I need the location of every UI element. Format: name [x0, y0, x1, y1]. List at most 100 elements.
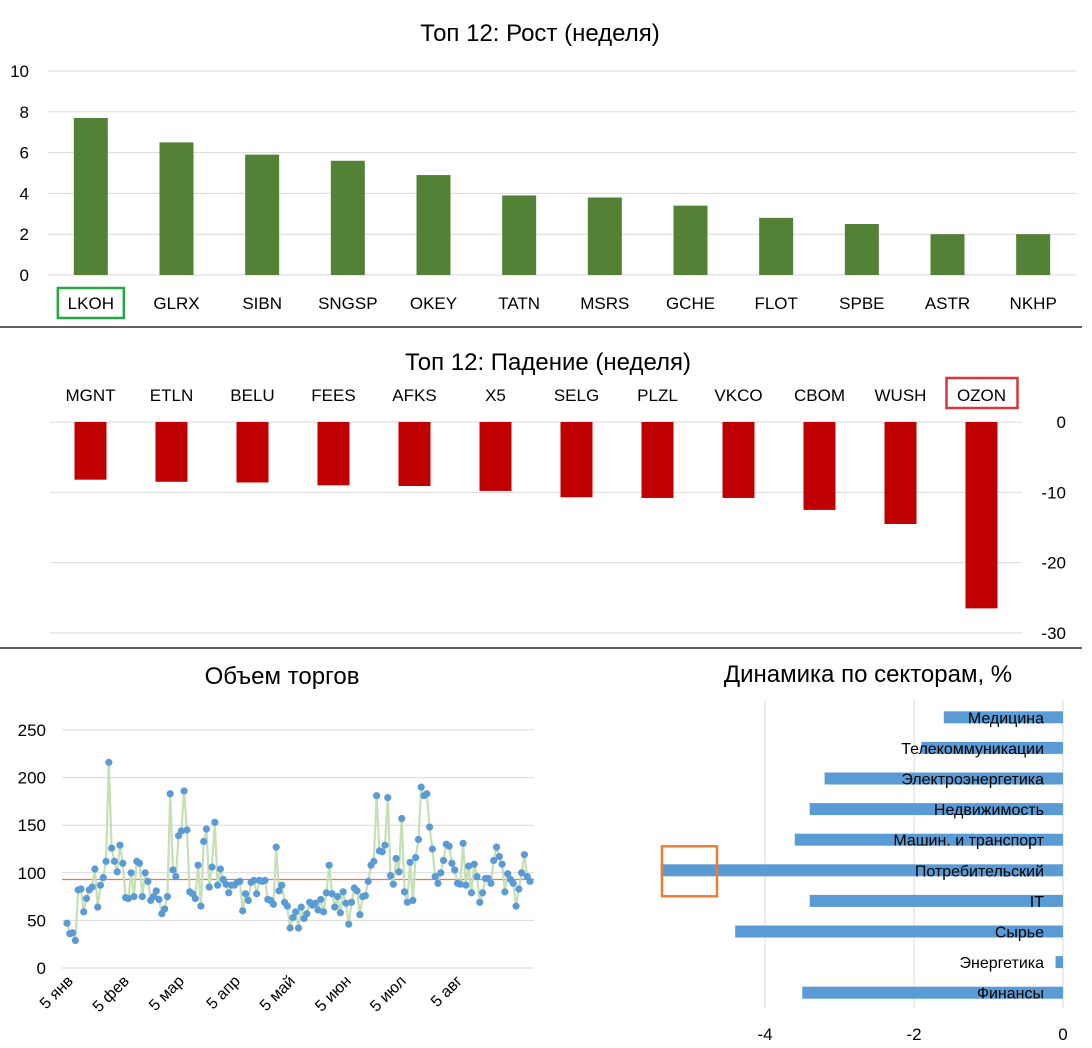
volume-point — [328, 890, 336, 898]
volume-point — [135, 859, 144, 867]
volume-y-tick-label: 250 — [18, 721, 46, 740]
volume-point — [283, 902, 291, 910]
volume-point — [130, 893, 138, 901]
volume-point — [370, 857, 378, 865]
growth-x-tick-label: ASTR — [925, 294, 970, 313]
volume-point — [451, 866, 459, 874]
volume-point — [325, 861, 333, 869]
volume-point — [526, 877, 534, 885]
volume-point — [414, 835, 423, 844]
volume-point — [459, 839, 467, 847]
fall-x-tick-label: ETLN — [150, 386, 193, 405]
volume-point — [462, 881, 470, 889]
volume-point — [216, 865, 225, 873]
volume-point — [406, 858, 414, 866]
sector-category-label: Сырье — [995, 925, 1044, 942]
sector-bar — [921, 741, 1063, 754]
volume-point — [77, 885, 85, 893]
fall-bar — [965, 422, 998, 609]
volume-point — [361, 892, 370, 900]
fall-bars — [74, 422, 998, 609]
growth-x-tick-label: LKOH — [68, 294, 114, 313]
volume-point — [94, 903, 102, 911]
fall-bar — [74, 422, 107, 480]
volume-point — [345, 920, 353, 928]
growth-x-tick-label: OKEY — [410, 294, 457, 313]
volume-point — [105, 758, 113, 766]
volume-point — [169, 866, 177, 874]
growth-x-tick-label: SPBE — [839, 294, 884, 313]
volume-point — [269, 900, 277, 908]
growth-y-tick-label: 0 — [20, 266, 29, 285]
volume-x-tick-label: 5 июн — [312, 973, 355, 1016]
volume-point — [381, 841, 389, 849]
volume-point — [152, 887, 160, 895]
sector-category-label: Потребительский — [915, 863, 1044, 880]
volume-point — [63, 919, 71, 927]
growth-bar — [330, 160, 365, 275]
volume-point — [108, 844, 116, 852]
volume-point — [278, 881, 286, 889]
volume-point — [386, 872, 395, 880]
fall-y-axis: 0 -10 -20 -30 — [1041, 413, 1066, 643]
fall-x-tick-label: FEES — [311, 386, 355, 405]
volume-point — [80, 908, 88, 916]
volume-x-tick-label: 5 авг — [428, 973, 466, 1011]
growth-y-tick-label: 4 — [20, 184, 29, 203]
volume-point — [172, 873, 180, 881]
volume-point — [163, 893, 172, 901]
fall-chart-title: Топ 12: Падение (неделя) — [405, 349, 691, 376]
volume-point — [520, 851, 529, 859]
growth-bar — [930, 234, 965, 275]
volume-point — [314, 906, 322, 914]
volume-point — [102, 857, 110, 865]
growth-bar — [673, 205, 708, 275]
growth-y-tick-label: 6 — [20, 144, 29, 163]
sector-bars: Медицина Телекоммуникации Электроэнергетик… — [660, 710, 1063, 1003]
fall-x-tick-label: OZON — [957, 386, 1006, 405]
volume-x-tick-label: 5 фев — [90, 973, 133, 1016]
sector-bar — [735, 925, 1063, 938]
volume-point — [286, 924, 294, 932]
volume-point — [476, 898, 484, 906]
sector-bar — [809, 894, 1063, 907]
fall-x-tick-label: BELU — [230, 386, 274, 405]
volume-point — [473, 873, 481, 881]
volume-point — [392, 854, 400, 863]
sector-category-label: Машин. и транспорт — [893, 833, 1044, 850]
volume-point — [289, 913, 297, 922]
volume-point — [437, 869, 445, 877]
growth-x-tick-label: NKHP — [1010, 294, 1057, 313]
fall-y-tick-label: -20 — [1041, 554, 1066, 573]
volume-point — [205, 883, 213, 891]
volume-point — [311, 899, 319, 907]
volume-point — [342, 899, 350, 907]
volume-point — [412, 853, 420, 862]
volume-point — [96, 881, 105, 889]
growth-bar — [587, 197, 622, 275]
growth-x-tick-label: GLRX — [153, 294, 199, 313]
growth-y-tick-label: 10 — [10, 62, 29, 81]
volume-x-tick-label: 5 мар — [146, 973, 188, 1015]
growth-y-axis: 0 2 4 6 8 10 — [10, 62, 29, 285]
volume-point — [518, 869, 526, 877]
fall-gridlines — [50, 421, 1022, 634]
volume-point — [498, 860, 506, 868]
volume-point — [110, 857, 119, 865]
volume-point — [161, 905, 169, 913]
volume-point — [439, 856, 448, 865]
volume-point — [448, 859, 456, 867]
growth-x-tick-label: MSRS — [580, 294, 629, 313]
fall-y-tick-label: -30 — [1041, 624, 1066, 643]
volume-y-tick-label: 100 — [18, 864, 46, 883]
highlight-box — [945, 376, 1019, 410]
fall-bar — [479, 422, 512, 491]
volume-y-tick-label: 150 — [18, 816, 46, 835]
volume-point — [320, 908, 328, 916]
volume-point — [99, 873, 107, 882]
volume-point — [378, 848, 386, 856]
growth-bar — [73, 117, 108, 275]
volume-point — [501, 888, 509, 896]
growth-bar — [245, 154, 280, 275]
